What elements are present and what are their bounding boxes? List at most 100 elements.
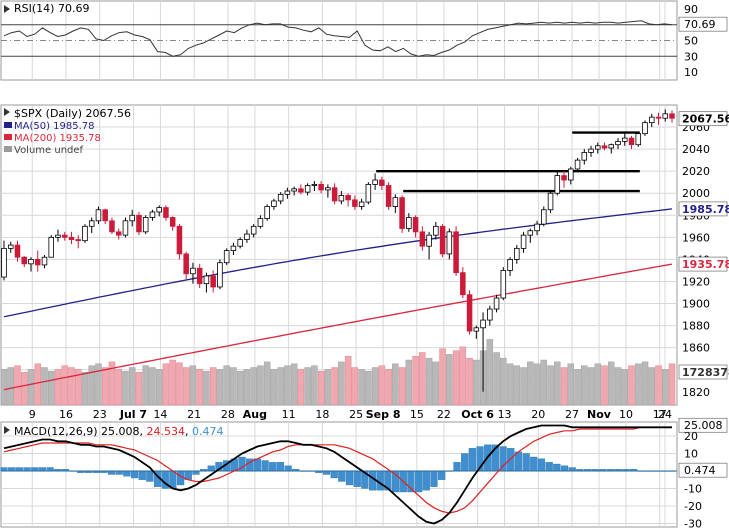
macd-histogram-bar [545,462,553,472]
volume-bar [41,367,48,406]
volume-bar [358,369,365,406]
price-last-value-box [678,111,728,127]
volume-bar [668,363,676,406]
x-tick-label: 27 [565,408,579,421]
candle-body [277,193,284,202]
volume-bar [594,363,602,406]
volume-bar [628,365,635,406]
candle-body [28,259,34,265]
candle-body [48,236,54,258]
candle-body [608,144,615,149]
volume-bar [236,371,244,406]
volume-bar [74,369,82,406]
x-tick-label: 24 [658,408,672,421]
candle-body [149,211,156,218]
volume-bar [290,363,298,406]
volume-bar [169,359,176,406]
volume-bar [641,361,649,406]
volume-bar [311,365,318,406]
x-tick-label: 10 [619,408,633,421]
volume-bar [223,365,230,406]
volume-bar [128,367,136,406]
candle-body [365,184,372,203]
candle-body [264,206,270,220]
volume-bar [243,369,251,406]
volume-bar [520,367,527,406]
volume-bar [581,365,588,406]
volume-bar [0,369,8,406]
x-tick-label: Aug [243,408,267,421]
volume-bar [547,365,554,406]
volume-bar [540,359,548,406]
ma50-last-value-box [678,201,728,217]
price-tick-label: 2000 [682,187,710,200]
macd-histogram-bar [276,462,285,472]
volume-bar [371,367,379,406]
price-legend-marker-icon [4,108,10,116]
axis-labels: 2060204020202000198019601940192019001880… [29,3,729,530]
volume-bar [378,365,386,406]
volume-bar [635,363,642,406]
candle-body [75,239,81,242]
candle-body [230,245,237,251]
candle-body [473,327,480,332]
macd-histogram-bar [322,470,331,475]
volume-bar [554,361,561,406]
candle-body [520,234,527,249]
price-tick-label: 2040 [682,143,710,156]
rsi-last-value-box [678,16,728,32]
macd-hist-last-value: 0.474 [684,464,716,477]
x-tick-label: Jul 7 [119,408,147,421]
volume-last-value-box [678,364,728,380]
volume-bar [203,371,210,406]
macd-histogram-bar [0,467,8,472]
volume-bar [189,365,197,406]
volume-bar [344,356,352,406]
macd-legend-macd-value: 25.008 [101,425,140,438]
x-tick-label: 23 [93,408,107,421]
volume-bar [446,354,453,406]
volume-bar [506,363,514,406]
macd-histogram-bar [438,470,446,480]
rsi-tick-label: 30 [684,50,698,63]
ma200-last-value: 1935.78 [682,258,729,271]
macd-histogram-bar [353,470,361,487]
macd-histogram-bar [422,470,430,491]
price-tick-label: 2020 [682,165,710,178]
candle-body [34,259,41,266]
macd-histogram-bar [46,467,54,472]
candle-body [210,275,216,288]
macd-histogram-bar [146,470,154,482]
volume-last-value: 1728378 [682,366,729,379]
rsi-legend-marker-icon [4,5,10,13]
macd-histogram-bar [560,465,569,472]
macd-series [0,424,677,525]
candle-body [291,188,297,192]
rsi-legend: RSI(14) 70.69 [14,2,89,15]
volume-bar [412,356,419,406]
volume-bar [95,363,102,406]
x-tick-label: 11 [282,408,296,421]
volume-bar [513,365,521,406]
volume-bar [392,363,399,406]
candle-body [655,116,662,119]
macd-histogram-bar [568,467,576,472]
candle-body [561,175,567,181]
candle-body [500,270,507,299]
ma50-line [3,208,673,318]
macd-histogram-bar [530,456,538,472]
candle-body [385,185,392,207]
ma200-last-value-box [678,256,728,272]
candle-body [433,225,439,236]
candle-body [669,113,675,119]
macd-histogram-bar [430,470,438,487]
candle-body [379,179,385,186]
candle-body [1,247,7,278]
candle-body [271,200,277,207]
candle-body [426,234,432,247]
candle-body [372,179,378,185]
macd-tick-label: -30 [684,518,702,530]
price-tick-label: 1900 [682,298,710,311]
volume-bar [560,367,568,406]
volume-bar [338,361,345,406]
